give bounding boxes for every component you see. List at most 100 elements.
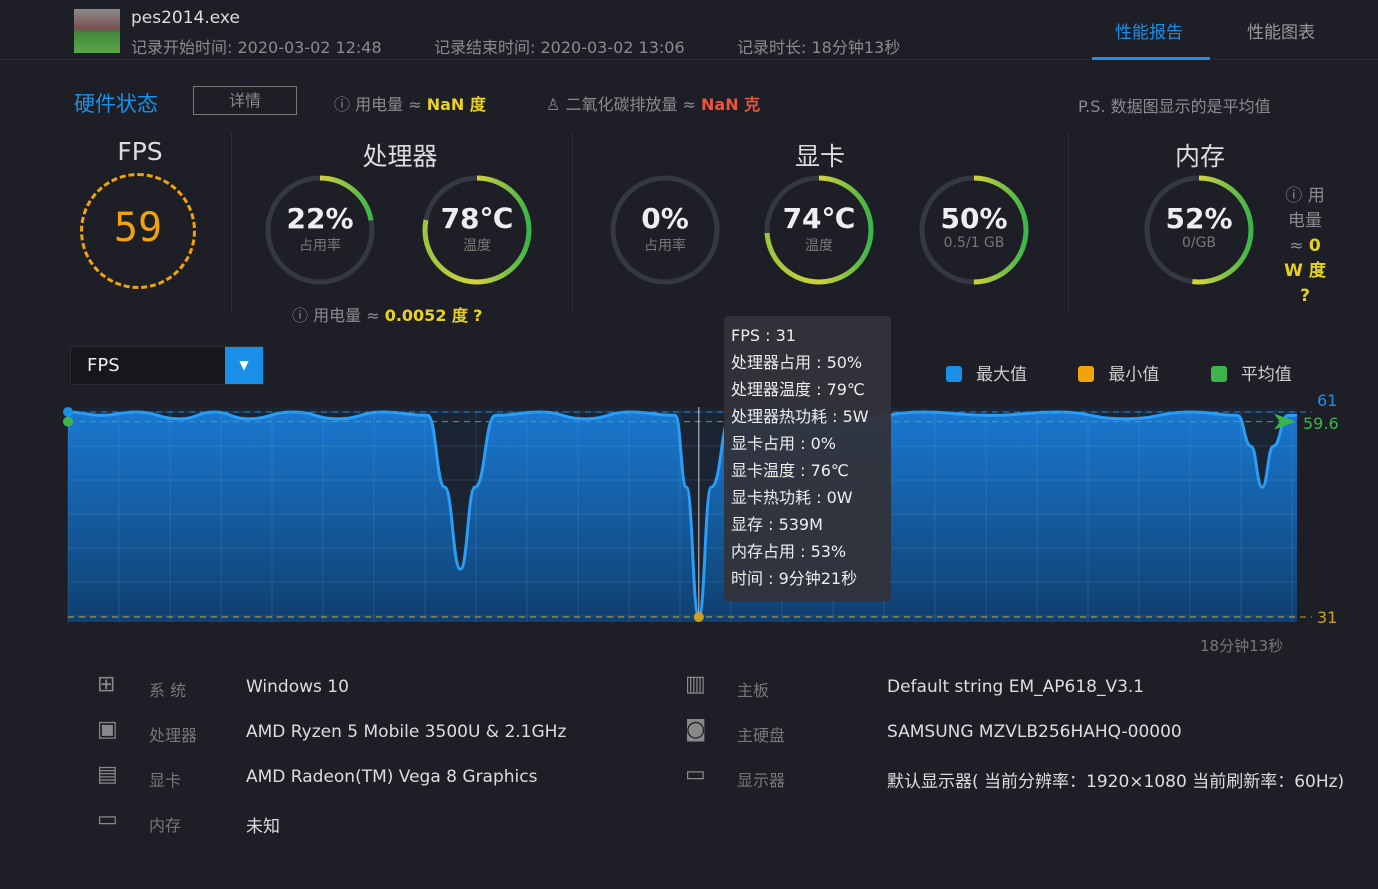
sys-value: 未知: [246, 817, 280, 837]
disk-icon: ◙: [685, 717, 707, 742]
chevron-down-icon[interactable]: ▼: [225, 347, 263, 384]
sys-value: AMD Ryzen 5 Mobile 3500U & 2.1GHz: [246, 722, 567, 742]
cpu-temp-value: 78℃: [440, 202, 514, 235]
sys-label: 处理器: [149, 726, 198, 745]
tooltip-line: 处理器温度 : 79℃: [731, 380, 865, 399]
chart-select-value: FPS: [87, 355, 120, 376]
sys-value: 默认显示器( 当前分辨率：1920×1080 当前刷新率：60Hz): [887, 772, 1345, 792]
sys-label: 显卡: [149, 771, 182, 790]
min-label: 31: [1317, 608, 1337, 627]
gpu-temp-value: 74℃: [782, 202, 856, 235]
legend-min: 最小值: [1108, 365, 1160, 385]
memory-icon: ▭: [97, 807, 118, 832]
approx: ≈: [1289, 236, 1304, 256]
tooltip-line: 处理器热功耗 : 5W: [731, 407, 869, 426]
cpu-title: 处理器: [362, 142, 438, 171]
cpu-temp-arc: [422, 175, 532, 285]
tab-charts[interactable]: 性能图表: [1247, 23, 1315, 43]
fps-chart[interactable]: 61 59.6 31 18分钟13秒: [0, 393, 1378, 660]
max-marker: [63, 407, 73, 417]
co2-label: 二氧化碳排放量 ≈: [565, 95, 696, 114]
avg-arrow-icon: [1274, 413, 1296, 430]
mem-usage-arc: [1144, 175, 1254, 285]
chart-select[interactable]: FPS ▼: [70, 346, 264, 385]
mem-power-unit: W 度: [1284, 261, 1326, 281]
legend-max-swatch: [946, 366, 962, 382]
cpu-usage-label: 占用率: [299, 238, 341, 254]
co2-icon: ♙: [546, 95, 561, 114]
note: P.S. 数据图显示的是平均值: [1078, 97, 1271, 116]
co2-value: NaN 克: [701, 95, 761, 114]
gpu-usage-track: [610, 175, 720, 285]
mem-usage-label: 0/GB: [1181, 235, 1217, 251]
power-value: NaN 度: [426, 95, 486, 114]
legend-min-swatch: [1078, 366, 1095, 382]
power-icon: ⓘ: [334, 95, 351, 114]
sys-label: 显示器: [737, 771, 786, 790]
legend-avg: 平均值: [1240, 365, 1292, 385]
cpu-temp-gauge: [422, 175, 532, 285]
sys-label: 主硬盘: [737, 726, 786, 745]
sys-value: Default string EM_AP618_V3.1: [887, 677, 1145, 697]
gpu-usage-value: 0%: [641, 202, 689, 235]
start-time: 记录开始时间: 2020-03-02 12:48: [131, 38, 382, 57]
cpu-power-label: 用电量 ≈: [313, 306, 380, 325]
cpu-power-value: 0.0052 度: [384, 306, 469, 325]
sys-label: 主板: [737, 681, 770, 700]
windows-icon: ⊞: [97, 672, 116, 697]
cpu-usage-gauge: [265, 175, 375, 285]
mem-usage-gauge: [1144, 175, 1254, 285]
app-name: pes2014.exe: [131, 8, 240, 28]
legend-avg-swatch: [1210, 366, 1227, 382]
mem-power-value: 0: [1308, 236, 1321, 256]
fps-area: [68, 412, 1297, 622]
active-tab-indicator: [1092, 57, 1210, 60]
duration: 记录时长: 18分钟13秒: [737, 38, 901, 57]
x-end-label: 18分钟13秒: [1200, 637, 1283, 655]
gpu-usage-label: 占用率: [644, 238, 686, 254]
gpu-temp-arc: [764, 175, 874, 285]
header: pes2014.exe 记录开始时间: 2020-03-02 12:48 记录结…: [0, 0, 1378, 60]
tooltip-line: 时间 : 9分钟21秒: [731, 569, 858, 588]
mem-power-label2: 电量: [1288, 211, 1322, 231]
tooltip-line: 显卡温度 : 76℃: [731, 461, 849, 480]
end-time: 记录结束时间: 2020-03-02 13:06: [434, 38, 685, 57]
help-icon[interactable]: ?: [473, 306, 483, 325]
fps-value: 59: [113, 205, 163, 251]
gpu-title: 显卡: [794, 142, 845, 171]
gpu-vram-value: 50%: [940, 202, 1008, 235]
mem-help-icon[interactable]: ?: [1300, 286, 1310, 306]
min-marker: [693, 612, 704, 622]
max-label: 61: [1317, 393, 1337, 410]
detail-button[interactable]: 详情: [193, 86, 297, 115]
gpu-vram-label: 0.5/1 GB: [943, 235, 1005, 251]
tooltip-line: 显卡热功耗 : 0W: [731, 488, 853, 507]
sys-value: SAMSUNG MZVLB256HAHQ-00000: [887, 722, 1182, 742]
tooltip-line: 显卡占用 : 0%: [731, 434, 836, 453]
mem-power-icon: ⓘ: [1285, 186, 1303, 206]
gpu-temp-gauge: [764, 175, 874, 285]
cpu-usage-arc: [265, 175, 375, 285]
tooltip-line: FPS : 31: [731, 326, 796, 345]
tooltip-line: 处理器占用 : 50%: [731, 353, 863, 372]
fps-title: FPS: [117, 137, 163, 166]
sys-value: AMD Radeon(TM) Vega 8 Graphics: [246, 767, 538, 787]
gpu-usage-gauge: [610, 175, 720, 285]
mem-usage-value: 52%: [1165, 202, 1233, 235]
legend-max: 最大值: [976, 365, 1027, 385]
gpu-icon: ▤: [97, 762, 118, 787]
cpu-temp-label: 温度: [463, 238, 491, 254]
gpu-vram-gauge: [919, 175, 1029, 285]
gpu-temp-label: 温度: [805, 238, 833, 254]
cpu-usage-value: 22%: [286, 202, 354, 235]
sys-label: 系 统: [149, 681, 187, 700]
tab-report[interactable]: 性能报告: [1115, 23, 1183, 43]
chart-tooltip: FPS : 31 处理器占用 : 50% 处理器温度 : 79℃ 处理器热功耗 : 5…: [724, 316, 891, 601]
power-label: 用电量 ≈: [355, 95, 422, 114]
mem-power-label: 用: [1307, 186, 1325, 206]
tooltip-line: 显存 : 539M: [731, 515, 823, 534]
hardware-status-title: 硬件状态: [74, 92, 158, 116]
cpu-power-icon: ⓘ: [292, 306, 309, 325]
monitor-icon: ▭: [685, 762, 706, 787]
sys-label: 内存: [149, 816, 182, 835]
